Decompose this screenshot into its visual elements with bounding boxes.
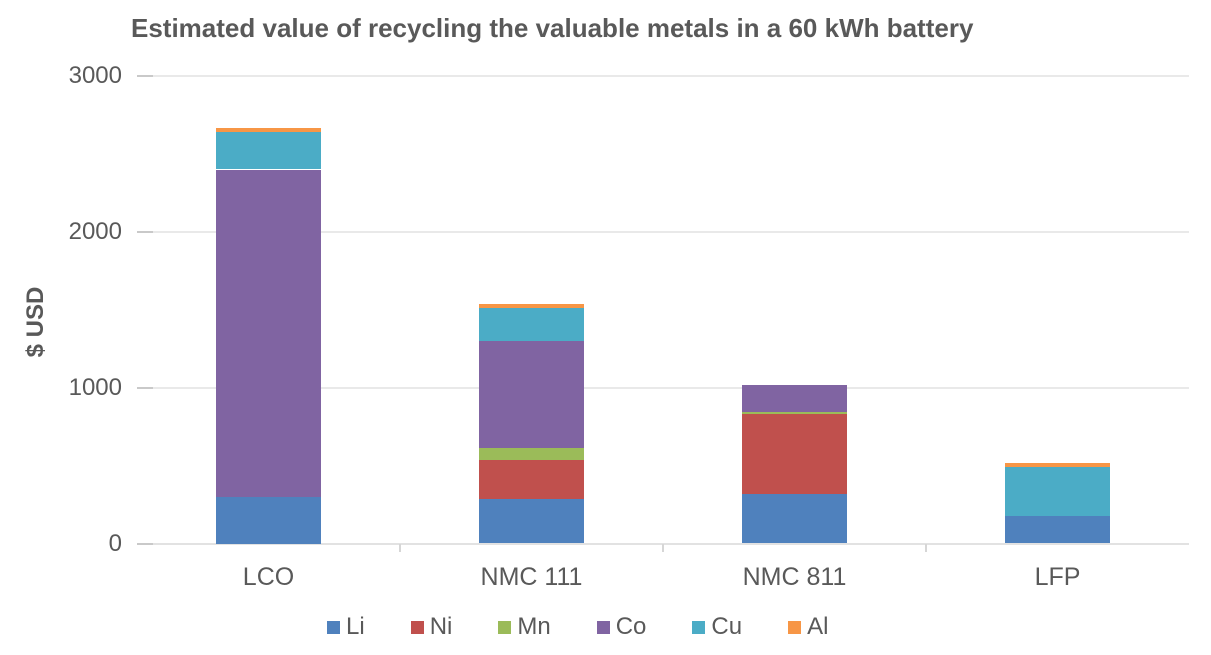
legend-swatch-cu [692,620,706,634]
y-tick-mark-0 [137,542,153,545]
bar-segment-mn-nmc-111 [479,448,584,461]
chart-title: Estimated value of recycling the valuabl… [131,13,974,43]
bar-segment-al-lfp [1005,463,1110,468]
y-tick-label-3000: 3000 [68,62,122,89]
bar-segment-cu-lco [216,132,321,170]
bar-segment-li-lfp [1005,516,1110,544]
gridline-2000 [137,230,1189,233]
legend-item-ni: Ni [410,613,453,641]
y-tick-label-2000: 2000 [68,217,122,245]
y-axis-title: $ USD [22,286,49,358]
y-tick-label-1000: 1000 [68,373,122,401]
legend-swatch-mn [498,620,512,634]
legend-label-co: Co [615,613,647,640]
bar-segment-cu-lfp [1005,467,1110,517]
legend-swatch-ni [410,620,424,634]
bar-segment-co-nmc-811 [742,385,847,412]
bar-segment-li-lco [216,496,321,544]
bar-segment-ni-nmc-111 [479,460,584,500]
gridline-1000 [137,386,1189,389]
x-tick-mark-3 [925,543,927,552]
legend-swatch-li [327,620,340,634]
legend-swatch-al [788,620,802,634]
x-tick-mark-1 [399,543,401,552]
x-tick-mark-2 [662,543,664,552]
legend-item-co: Co [596,613,647,641]
x-axis-label-nmc-811: NMC 811 [742,563,847,591]
legend-label-mn: Mn [517,613,551,640]
bar-segment-li-nmc-811 [742,493,847,544]
x-axis-label-nmc-111: NMC 111 [480,563,583,591]
bar-segment-cu-nmc-111 [479,308,584,341]
bar-segment-co-nmc-111 [479,340,584,449]
bar-segment-al-lco [216,128,321,133]
bar-segment-ni-nmc-811 [742,414,847,494]
x-axis-label-lfp: LFP [1034,563,1081,591]
bar-segment-li-nmc-111 [479,499,584,544]
legend-item-cu: Cu [692,613,742,641]
legend-item-mn: Mn [498,613,551,641]
y-tick-mark-2000 [137,230,153,233]
legend-swatch-co [596,620,610,634]
legend-label-al: Al [807,613,829,640]
x-axis-label-lco: LCO [242,563,295,591]
legend-label-ni: Ni [429,613,453,640]
legend-label-cu: Cu [711,613,743,640]
y-tick-mark-3000 [137,75,153,77]
y-tick-mark-1000 [137,386,153,389]
bar-segment-mn-nmc-811 [742,411,847,415]
bar-segment-al-nmc-111 [479,304,584,309]
gridline-3000 [137,75,1189,77]
legend-item-li: Li [327,613,365,641]
legend: Li Ni Mn Co Cu Al [327,613,828,641]
legend-item-al: Al [788,613,828,641]
bar-segment-co-lco [216,169,321,497]
y-tick-label-0: 0 [108,529,122,557]
legend-label-li: Li [346,613,365,640]
